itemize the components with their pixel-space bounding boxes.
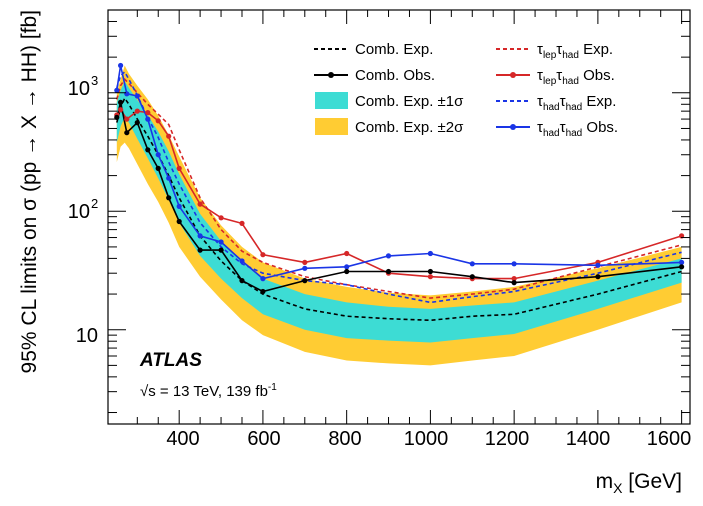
data-point-comb-obs [239,278,245,284]
legend-label-lephad-obs: τlepτhad Obs. [537,67,615,87]
x-tick-label: 400 [166,428,199,450]
series-line-lephad-exp [116,78,682,299]
experiment-label: ATLAS [139,350,202,371]
band-1sigma [116,81,682,343]
data-point-comb-obs [166,195,172,201]
series-line-hadhad-exp [116,70,682,304]
data-point-hadhad-obs [134,93,140,99]
data-point-lephad-obs [302,259,308,265]
legend-swatch-1sigma [315,92,348,109]
data-point-hadhad-obs [511,261,517,267]
data-point-comb-obs [511,280,517,286]
data-point-lephad-obs [145,110,151,116]
x-tick-labels: 400 600 800 1000 1200 1400 1600 [166,428,691,450]
x-tick-label: 1000 [404,428,449,450]
legend: Comb. Exp. Comb. Obs. Comb. Exp. ±1σ Com… [314,41,618,139]
legend-label-lephad-exp: τlepτhad Exp. [537,41,613,61]
axis-ticks [108,9,690,424]
data-point-comb-obs [124,130,130,136]
data-point-comb-obs [302,278,308,284]
y-tick-label-10: 10 [76,325,98,347]
data-point-hadhad-obs [145,116,151,122]
data-point-lephad-obs [176,165,182,171]
x-tick-label: 600 [247,428,280,450]
data-point-comb-obs [595,274,601,280]
data-point-comb-obs [145,147,151,153]
data-point-hadhad-obs [260,276,266,282]
data-point-lephad-obs [218,215,224,221]
legend-label-hadhad-exp: τhadτhad Exp. [537,93,616,113]
data-point-hadhad-obs [118,62,124,69]
data-point-hadhad-obs [197,233,203,239]
legend-swatch-2sigma [315,118,348,135]
data-point-comb-obs [155,165,161,171]
data-point-comb-obs [679,264,685,270]
legend-label-comb-obs: Comb. Obs. [355,67,435,84]
energy-luminosity-label: √s = 13 TeV, 139 fb-1 [140,382,277,400]
data-point-comb-obs [427,268,433,275]
data-point-comb-obs [134,120,140,126]
y-tick-label-1000: 10 [68,78,90,100]
data-point-hadhad-obs [239,258,245,264]
data-point-comb-obs [118,99,124,105]
legend-label-hadhad-obs: τhadτhad Obs. [537,119,618,139]
data-point-lephad-obs [134,108,140,114]
series-line-comb-exp [116,96,682,322]
data-point-hadhad-obs [124,91,130,97]
data-point-comb-obs [385,268,392,275]
series-line-hadhad-obs [116,65,682,280]
data-point-lephad-obs [239,220,245,226]
data-point-hadhad-obs [176,203,182,209]
data-point-hadhad-obs [302,265,308,271]
data-point-comb-obs [469,274,475,280]
y-axis-title: 95% CL limits on σ (pp → X → HH) [fb] [18,10,41,373]
series-line-comb-obs [116,102,682,293]
data-point-hadhad-obs [218,239,224,245]
data-point-comb-obs [344,268,350,275]
data-point-hadhad-obs [114,87,120,93]
data-point-lephad-obs [124,116,130,122]
data-point-hadhad-obs [166,175,172,181]
data-point-lephad-obs [155,118,161,124]
legend-marker-lephad-obs [510,72,516,78]
data-point-hadhad-obs [344,264,350,270]
data-point-hadhad-obs [385,253,392,259]
x-tick-label: 1200 [485,428,530,450]
data-point-hadhad-obs [679,259,685,265]
y-tick-label-100: 10 [68,201,90,223]
x-tick-label: 1600 [647,428,692,450]
data-point-lephad-obs [260,252,266,258]
data-point-lephad-obs [427,274,433,280]
uncertainty-bands [116,65,682,366]
x-tick-label: 800 [328,428,361,450]
data-point-hadhad-obs [469,261,475,267]
legend-marker-comb-obs [328,72,334,78]
data-point-hadhad-obs [155,152,161,158]
observed-markers [114,62,685,295]
data-point-hadhad-obs [595,262,601,268]
y-tick-exponent-1000: 3 [91,73,98,88]
data-point-hadhad-obs [427,250,433,257]
legend-marker-hadhad-obs [510,124,516,130]
x-tick-label: 1400 [566,428,611,450]
data-point-comb-obs [218,247,224,253]
data-point-lephad-obs [511,276,517,282]
data-point-lephad-obs [166,133,172,139]
legend-label-2sigma: Comb. Exp. ±2σ [355,119,464,136]
data-point-lephad-obs [344,250,350,257]
data-point-lephad-obs [118,107,124,113]
legend-label-1sigma: Comb. Exp. ±1σ [355,93,464,110]
data-point-comb-obs [176,218,182,225]
data-point-comb-obs [260,288,266,295]
legend-label-comb-exp: Comb. Exp. [355,41,433,58]
x-axis-title: mX [GeV] [596,470,682,496]
data-point-lephad-obs [197,201,203,207]
y-tick-exponent-100: 2 [91,196,98,211]
data-point-comb-obs [197,247,203,253]
